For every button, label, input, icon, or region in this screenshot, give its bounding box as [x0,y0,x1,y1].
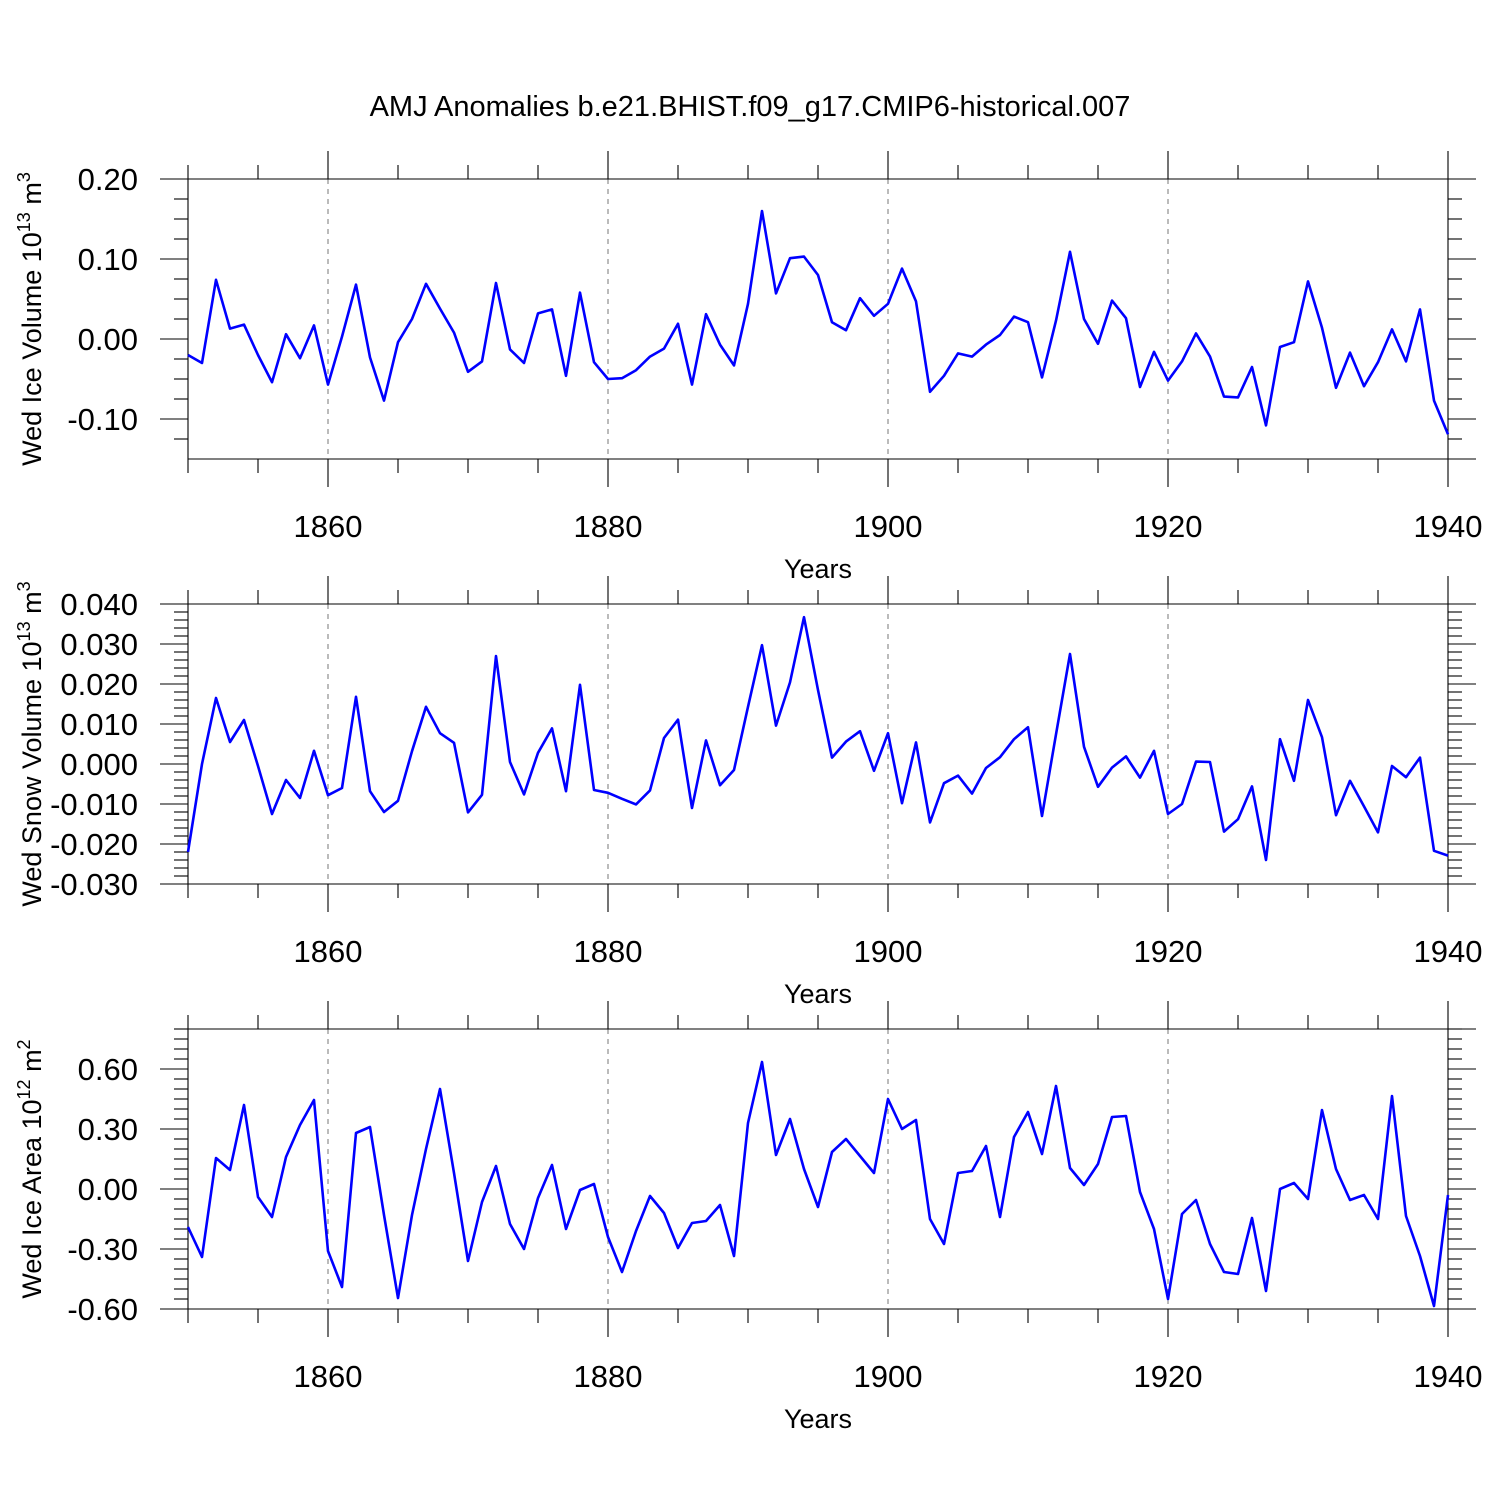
series-line [187,209,1450,435]
y-axis-label-unit: m [17,1049,47,1079]
x-tick-label: 1900 [854,1359,923,1394]
x-tick-label: 1880 [574,509,643,544]
x-tick-label: 1900 [854,934,923,969]
x-tick-label: 1860 [294,934,363,969]
x-tick-label: 1900 [854,509,923,544]
y-tick-label: 0.000 [60,747,138,782]
y-tick-label: -0.020 [50,827,138,862]
y-axis-label-exponent: 13 [14,212,34,232]
y-axis-label-unit-exponent: 3 [14,581,34,591]
y-axis-label-unit-exponent: 2 [14,1039,34,1049]
panel-1: 0.20 0.10 0.00 -0.10 1860 1880 1900 1920 1940 Yea… [14,151,1482,584]
series-line [186,1060,1450,1308]
x-tick-label: 1880 [574,1359,643,1394]
y-tick-label: -0.30 [67,1232,138,1267]
y-tick-label: -0.10 [67,402,138,437]
y-tick-label: 0.040 [60,587,138,622]
y-axis-label-text: Wed Snow Volume 10 [17,641,47,906]
y-tick-label: 0.00 [78,322,138,357]
y-axis-label-unit: m [17,591,47,621]
x-axis-label: Years [784,554,852,584]
x-tick-label: 1860 [294,509,363,544]
figure-title: AMJ Anomalies b.e21.BHIST.f09_g17.CMIP6-… [370,91,1131,123]
y-axis-label-unit: m [17,182,47,212]
y-tick-label: 0.00 [78,1172,138,1207]
x-axis-label: Years [784,1404,852,1434]
y-axis-label-unit-exponent: 3 [14,172,34,182]
y-tick-label: -0.010 [50,787,138,822]
y-tick-label: -0.60 [67,1292,138,1327]
x-tick-label: 1940 [1414,1359,1483,1394]
y-tick-label: 0.030 [60,627,138,662]
x-axis-label: Years [784,979,852,1009]
x-tick-label: 1920 [1134,509,1203,544]
y-axis-label: Wed Snow Volume 1013 m3 [14,581,47,906]
y-tick-label: 0.010 [60,707,138,742]
panels: 0.20 0.10 0.00 -0.10 1860 1880 1900 1920 1940 Yea… [14,151,1482,1434]
y-axis-label-exponent: 13 [14,621,34,641]
y-axis-label-exponent: 12 [14,1079,34,1099]
x-tick-label: 1860 [294,1359,363,1394]
y-axis-label-text: Wed Ice Volume 10 [17,232,47,466]
y-axis-label: Wed Ice Area 1012 m2 [14,1039,47,1298]
x-tick-label: 1920 [1134,934,1203,969]
x-tick-label: 1940 [1414,934,1483,969]
series-line [186,615,1449,862]
y-tick-label: 0.30 [78,1112,138,1147]
x-tick-label: 1940 [1414,509,1483,544]
panel-3: 0.60 0.30 0.00 -0.30 -0.60 1860 1880 1900 1920 19… [14,1001,1482,1434]
y-tick-label: -0.030 [50,867,138,902]
panel-2: 0.040 0.030 0.020 0.010 0.000 -0.010 -0.020 -0.… [14,576,1482,1009]
y-axis-label-text: Wed Ice Area 10 [17,1099,47,1298]
y-tick-label: 0.020 [60,667,138,702]
y-axis-label: Wed Ice Volume 1013 m3 [14,172,47,466]
y-tick-label: 0.60 [78,1052,138,1087]
y-tick-label: 0.20 [78,162,138,197]
x-tick-label: 1920 [1134,1359,1203,1394]
y-tick-label: 0.10 [78,242,138,277]
x-tick-label: 1880 [574,934,643,969]
